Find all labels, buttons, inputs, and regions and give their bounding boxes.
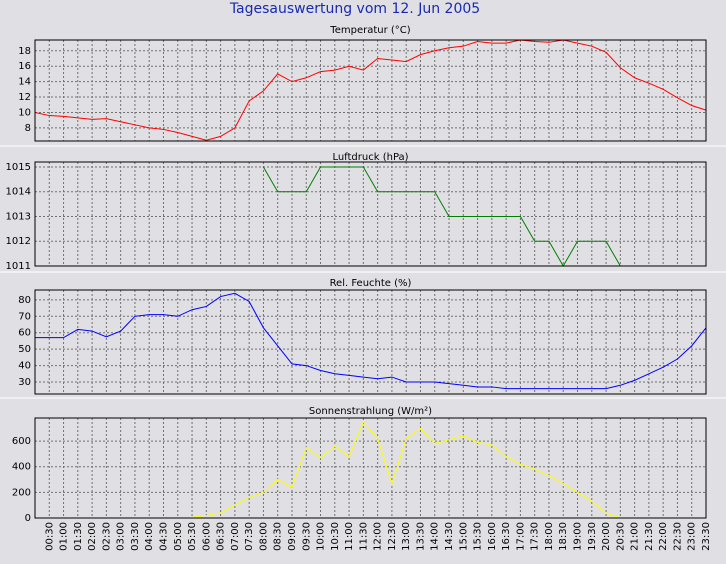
- x-tick-label: 10:30: [330, 522, 341, 551]
- x-tick-label: 03:30: [130, 522, 141, 551]
- x-tick-label: 07:00: [230, 522, 241, 551]
- x-tick-label: 17:00: [515, 522, 526, 551]
- x-tick-label: 22:30: [672, 522, 683, 551]
- x-tick-label: 08:00: [258, 522, 269, 551]
- y-tick-label: 0: [25, 513, 31, 524]
- y-tick-label: 1013: [6, 211, 31, 222]
- plot-area: [35, 418, 706, 518]
- x-tick-label: 07:30: [244, 522, 255, 551]
- plot-border: [34, 161, 707, 267]
- x-tick-label: 09:30: [301, 522, 312, 551]
- plot-border: [34, 39, 707, 142]
- x-tick-label: 01:00: [59, 522, 70, 551]
- x-tick-label: 16:30: [501, 522, 512, 551]
- y-tick-label: 1014: [6, 187, 31, 198]
- plot-border: [34, 289, 707, 395]
- y-tick-label: 600: [12, 436, 31, 447]
- y-tick-label: 30: [18, 377, 31, 388]
- plot-area: [35, 290, 706, 394]
- x-tick-label: 21:30: [644, 522, 655, 551]
- x-tick-label: 08:30: [273, 522, 284, 551]
- x-tick-label: 12:00: [373, 522, 384, 551]
- x-tick-label: 19:00: [573, 522, 584, 551]
- x-tick-label: 15:30: [473, 522, 484, 551]
- y-tick-label: 12: [18, 92, 31, 103]
- x-tick-label: 06:00: [201, 522, 212, 551]
- x-tick-label: 06:30: [216, 522, 227, 551]
- plot-area: [35, 162, 706, 266]
- x-tick-label: 18:00: [544, 522, 555, 551]
- chart-title: Sonnenstrahlung (W/m²): [309, 406, 432, 417]
- x-tick-label: 02:00: [87, 522, 98, 551]
- x-tick-label: 11:30: [358, 522, 369, 551]
- x-tick-label: 01:30: [73, 522, 84, 551]
- x-tick-label: 14:30: [444, 522, 455, 551]
- x-tick-label: 12:30: [387, 522, 398, 551]
- y-tick-label: 14: [18, 77, 31, 88]
- y-tick-label: 70: [18, 311, 31, 322]
- chart-title: Temperatur (°C): [329, 25, 410, 36]
- y-tick-label: 200: [12, 487, 31, 498]
- x-tick-label: 18:30: [558, 522, 569, 551]
- page-title: Tagesauswertung vom 12. Jun 2005: [229, 1, 480, 17]
- x-tick-label: 10:00: [316, 522, 327, 551]
- x-tick-label: 13:30: [415, 522, 426, 551]
- x-tick-label: 16:00: [487, 522, 498, 551]
- x-tick-label: 09:00: [287, 522, 298, 551]
- x-tick-label: 23:30: [701, 522, 712, 551]
- x-tick-label: 22:00: [658, 522, 669, 551]
- x-tick-label: 21:00: [630, 522, 641, 551]
- x-tick-label: 03:00: [116, 522, 127, 551]
- x-tick-label: 23:00: [687, 522, 698, 551]
- x-tick-label: 17:30: [530, 522, 541, 551]
- x-tick-label: 05:30: [187, 522, 198, 551]
- x-tick-label: 20:30: [615, 522, 626, 551]
- y-tick-label: 1015: [6, 162, 31, 173]
- y-tick-label: 80: [18, 295, 31, 306]
- x-tick-label: 15:00: [458, 522, 469, 551]
- x-tick-label: 05:00: [173, 522, 184, 551]
- y-tick-label: 50: [18, 344, 31, 355]
- y-tick-label: 400: [12, 462, 31, 473]
- x-tick-label: 11:00: [344, 522, 355, 551]
- x-tick-label: 00:30: [44, 522, 55, 551]
- plot-border: [34, 417, 707, 519]
- chart-title: Luftdruck (hPa): [332, 152, 408, 163]
- data-line: [34, 39, 707, 141]
- x-tick-label: 13:00: [401, 522, 412, 551]
- y-tick-label: 40: [18, 361, 31, 372]
- y-tick-label: 1011: [6, 261, 31, 272]
- x-tick-label: 14:00: [430, 522, 441, 551]
- y-tick-label: 10: [18, 107, 31, 118]
- y-tick-label: 8: [25, 123, 31, 134]
- x-tick-label: 04:30: [158, 522, 169, 551]
- chart-title: Rel. Feuchte (%): [330, 278, 412, 289]
- y-tick-label: 1012: [6, 236, 31, 247]
- data-line: [35, 292, 707, 390]
- y-tick-label: 16: [18, 61, 31, 72]
- x-tick-label: 02:30: [101, 522, 112, 551]
- plot-area: [35, 40, 706, 141]
- x-tick-label: 20:00: [601, 522, 612, 551]
- y-tick-label: 18: [18, 46, 31, 57]
- x-tick-label: 19:30: [587, 522, 598, 551]
- x-tick-label: 04:00: [144, 522, 155, 551]
- y-tick-label: 60: [18, 328, 31, 339]
